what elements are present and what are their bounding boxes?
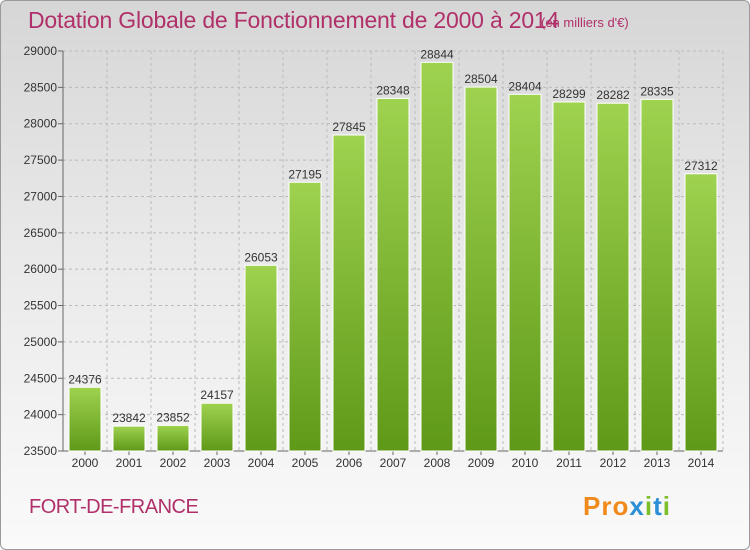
y-tick-label: 25000 xyxy=(24,335,58,349)
bar-2009 xyxy=(464,86,498,452)
data-labels: 24376 23842 23852 24157 26053 27195 27845 28348… xyxy=(68,47,718,425)
logo-letter: i xyxy=(662,491,671,521)
data-label-2011: 28299 xyxy=(552,87,586,101)
bar-2012 xyxy=(596,102,630,452)
bar-2004 xyxy=(244,264,278,452)
x-tick-label-2014: 2014 xyxy=(688,456,715,470)
x-tick-label-2008: 2008 xyxy=(424,456,451,470)
data-label-2005: 27195 xyxy=(288,167,322,181)
y-tick-label: 24500 xyxy=(24,371,58,385)
data-label-2008: 28844 xyxy=(420,47,454,61)
data-label-2003: 24157 xyxy=(200,388,234,402)
tick-labels: 23500 24000 24500 25000 25500 26000 26500 27000… xyxy=(24,44,715,470)
y-tick-label: 29000 xyxy=(24,44,58,58)
bar-2013 xyxy=(640,98,674,452)
bar-2014 xyxy=(684,173,718,452)
x-tick-label-2010: 2010 xyxy=(512,456,539,470)
x-tick-label-2004: 2004 xyxy=(248,456,275,470)
bar-2007 xyxy=(376,97,410,452)
x-tick-label-2013: 2013 xyxy=(644,456,671,470)
data-label-2007: 28348 xyxy=(376,83,410,97)
bar-2000 xyxy=(68,386,102,452)
logo-letter: x xyxy=(629,491,645,521)
x-tick-label-2009: 2009 xyxy=(468,456,495,470)
y-tick-label: 26500 xyxy=(24,226,58,240)
logo-letter: i xyxy=(644,491,654,521)
logo-letter: P xyxy=(583,491,602,521)
data-label-2002: 23852 xyxy=(156,410,190,424)
chart-subtitle: (en milliers d'€) xyxy=(541,15,629,30)
bar-2003 xyxy=(200,402,234,452)
bar-2005 xyxy=(288,181,322,452)
bar-2002 xyxy=(156,424,190,452)
data-label-2006: 27845 xyxy=(332,120,366,134)
logo-letter: t xyxy=(653,491,663,521)
x-tick-label-2000: 2000 xyxy=(72,456,99,470)
x-tick-label-2012: 2012 xyxy=(600,456,627,470)
bar-2006 xyxy=(332,134,366,452)
y-tick-label: 25500 xyxy=(24,299,58,313)
y-tick-label: 28000 xyxy=(24,117,58,131)
x-tick-label-2011: 2011 xyxy=(556,456,582,470)
y-tick-label: 23500 xyxy=(24,444,58,458)
data-label-2009: 28504 xyxy=(464,72,498,86)
bar-2008 xyxy=(420,61,454,452)
y-tick-label: 26000 xyxy=(24,262,58,276)
x-tick-label-2007: 2007 xyxy=(380,456,407,470)
x-tick-label-2002: 2002 xyxy=(160,456,187,470)
x-tick-label-2005: 2005 xyxy=(292,456,319,470)
data-label-2004: 26053 xyxy=(244,250,278,264)
chart-title: Dotation Globale de Fonctionnement de 20… xyxy=(28,7,560,33)
data-label-2000: 24376 xyxy=(68,372,102,386)
y-tick-label: 28500 xyxy=(24,80,58,94)
logo-letter: o xyxy=(612,491,630,521)
data-label-2013: 28335 xyxy=(640,84,674,98)
y-tick-label: 24000 xyxy=(24,408,58,422)
city-name: FORT-DE-FRANCE xyxy=(29,496,199,518)
bar-2001 xyxy=(112,425,146,452)
proxiti-logo[interactable]: Proxiti xyxy=(583,491,671,522)
data-label-2010: 28404 xyxy=(508,79,542,93)
x-tick-label-2001: 2001 xyxy=(116,456,143,470)
x-tick-label-2003: 2003 xyxy=(204,456,231,470)
y-tick-label: 27000 xyxy=(24,189,58,203)
data-label-2014: 27312 xyxy=(684,159,718,173)
data-label-2012: 28282 xyxy=(596,88,630,102)
bar-2011 xyxy=(552,101,586,452)
x-tick-label-2006: 2006 xyxy=(336,456,363,470)
bars xyxy=(68,61,718,452)
y-tick-label: 27500 xyxy=(24,153,58,167)
logo-letter: r xyxy=(601,491,613,521)
data-label-2001: 23842 xyxy=(112,411,146,425)
bar-2010 xyxy=(508,93,542,452)
